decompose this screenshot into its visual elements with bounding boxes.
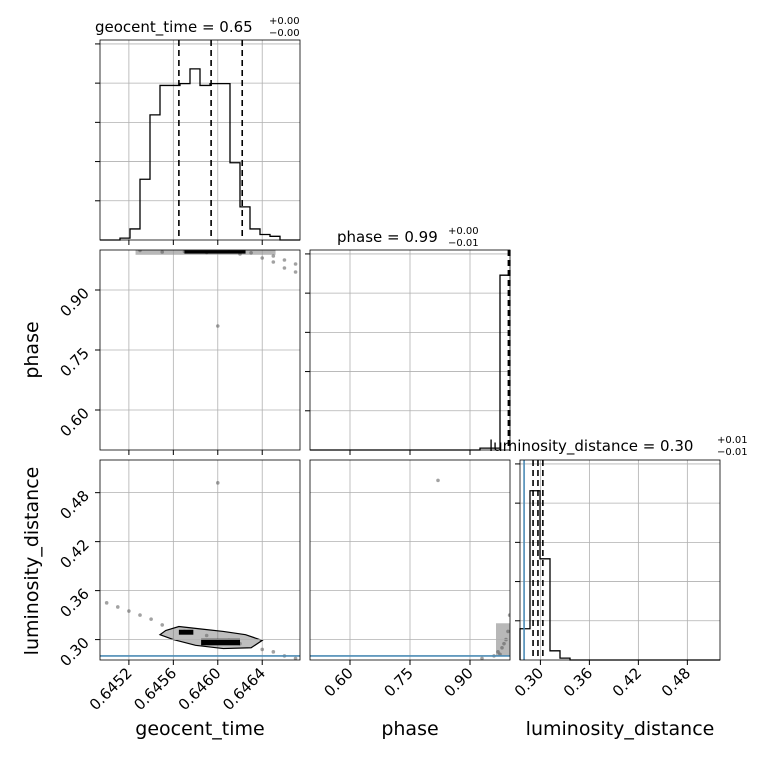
xtick-label-luminosity-distance-1: 0.36 xyxy=(560,664,596,700)
xtick-label-luminosity-distance-0: 0.30 xyxy=(511,664,547,700)
xtick-label-luminosity-distance-3: 0.48 xyxy=(658,664,694,700)
sample-point-geocent-time-vs-luminosity-distance-4 xyxy=(149,617,153,621)
density-core-geocent-time-vs-luminosity-distance-core xyxy=(201,638,240,646)
sample-point-geocent-time-vs-luminosity-distance-11 xyxy=(271,650,276,654)
title-luminosity-distance-lower: −0.01 xyxy=(717,447,748,458)
sample-point-phase-vs-luminosity-distance-9 xyxy=(436,478,440,483)
density-core-geocent-time-vs-luminosity-distance-core2 xyxy=(178,629,194,635)
sample-point-geocent-time-vs-luminosity-distance-1 xyxy=(115,605,120,609)
histogram-luminosity-distance xyxy=(519,490,720,661)
ytick-label-luminosity-distance-1: 0.36 xyxy=(56,585,92,621)
xtick-label-geocent-time-2: 0.6460 xyxy=(175,664,225,714)
title-phase: phase = 0.99 xyxy=(337,228,438,246)
title-phase-upper: +0.00 xyxy=(448,226,479,237)
sample-point-geocent-time-vs-phase-8 xyxy=(260,256,265,260)
title-geocent-time: geocent_time = 0.65 xyxy=(95,18,253,37)
frame-geocent-time-vs-luminosity-distance xyxy=(99,459,301,661)
title-luminosity-distance: luminosity_distance = 0.30 xyxy=(489,437,693,456)
density-core-geocent-time-vs-phase-core xyxy=(184,250,246,254)
y-axis-label-luminosity-distance: luminosity_distance xyxy=(21,467,43,656)
sample-point-geocent-time-vs-phase-4 xyxy=(249,251,253,255)
frame-hist-luminosity-distance xyxy=(519,459,721,661)
title-geocent-time-lower: −0.00 xyxy=(269,28,300,39)
sample-point-geocent-time-vs-luminosity-distance-3 xyxy=(138,613,142,617)
xtick-label-geocent-time-0: 0.6452 xyxy=(86,664,136,714)
ytick-label-phase-1: 0.75 xyxy=(56,344,92,380)
samples-geocent-time-vs-phase xyxy=(135,250,298,328)
sample-point-geocent-time-vs-phase-0 xyxy=(160,250,165,254)
y-axis-label-phase: phase xyxy=(21,321,43,378)
sample-point-geocent-time-vs-phase-13 xyxy=(138,250,142,253)
x-axis-label-phase: phase xyxy=(381,718,438,740)
samples-phase-vs-luminosity-distance xyxy=(436,478,510,660)
sample-point-geocent-time-vs-luminosity-distance-2 xyxy=(127,609,131,613)
panel-hist-phase xyxy=(305,249,511,451)
frame-hist-geocent-time xyxy=(99,39,301,241)
ytick-label-phase-0: 0.60 xyxy=(56,404,92,440)
sample-point-geocent-time-vs-luminosity-distance-7 xyxy=(204,633,209,638)
sample-point-phase-vs-luminosity-distance-1 xyxy=(500,645,504,650)
sample-point-geocent-time-vs-luminosity-distance-14 xyxy=(215,481,220,485)
sample-point-geocent-time-vs-luminosity-distance-5 xyxy=(160,623,165,627)
ytick-label-luminosity-distance-2: 0.42 xyxy=(56,536,92,572)
ytick-label-luminosity-distance-3: 0.48 xyxy=(56,487,92,523)
xtick-label-phase-1: 0.75 xyxy=(380,664,416,700)
sample-point-geocent-time-vs-phase-11 xyxy=(271,260,276,264)
xtick-label-phase-0: 0.60 xyxy=(320,664,356,700)
sample-point-phase-vs-luminosity-distance-8 xyxy=(480,656,484,660)
xtick-label-luminosity-distance-2: 0.42 xyxy=(609,664,645,700)
sample-point-geocent-time-vs-phase-6 xyxy=(282,258,287,262)
sample-point-geocent-time-vs-phase-5 xyxy=(271,254,276,258)
sample-point-geocent-time-vs-phase-9 xyxy=(282,266,287,270)
panel-hist-geocent-time xyxy=(95,39,301,241)
panels-layer: 0.60 0.75 0.90 0.30 0.36 0.42 0.48 0.64520.6456… xyxy=(56,39,721,714)
sample-point-phase-vs-luminosity-distance-4 xyxy=(507,613,510,617)
sample-point-geocent-time-vs-phase-12 xyxy=(215,324,220,328)
sample-point-geocent-time-vs-luminosity-distance-0 xyxy=(104,601,109,605)
panel-phase-vs-luminosity-distance xyxy=(309,459,511,661)
panel-hist-luminosity-distance xyxy=(515,459,721,661)
sample-point-geocent-time-vs-phase-10 xyxy=(293,270,298,274)
sample-point-geocent-time-vs-luminosity-distance-10 xyxy=(260,647,265,652)
sample-point-geocent-time-vs-phase-7 xyxy=(293,262,298,266)
samples-geocent-time-vs-luminosity-distance xyxy=(104,481,298,660)
ytick-label-phase-2: 0.90 xyxy=(56,284,92,320)
ytick-label-luminosity-distance-0: 0.30 xyxy=(56,634,92,670)
panel-geocent-time-vs-phase xyxy=(99,249,301,451)
xtick-label-phase-2: 0.90 xyxy=(440,664,476,700)
panel-geocent-time-vs-luminosity-distance xyxy=(99,459,301,661)
xtick-label-geocent-time-1: 0.6456 xyxy=(130,664,180,714)
sample-point-phase-vs-luminosity-distance-7 xyxy=(502,641,506,646)
sample-point-geocent-time-vs-luminosity-distance-13 xyxy=(293,656,298,660)
sample-point-phase-vs-luminosity-distance-0 xyxy=(496,650,500,654)
histogram-geocent-time xyxy=(100,68,300,241)
title-geocent-time-upper: +0.00 xyxy=(269,16,300,27)
sample-point-phase-vs-luminosity-distance-3 xyxy=(506,629,510,634)
title-phase-lower: −0.01 xyxy=(448,238,479,249)
x-axis-label-geocent-time: geocent_time xyxy=(135,718,264,740)
xtick-label-geocent-time-3: 0.6464 xyxy=(219,664,269,714)
title-luminosity-distance-upper: +0.01 xyxy=(717,435,748,446)
x-axis-label-luminosity-distance: luminosity_distance xyxy=(526,718,715,740)
